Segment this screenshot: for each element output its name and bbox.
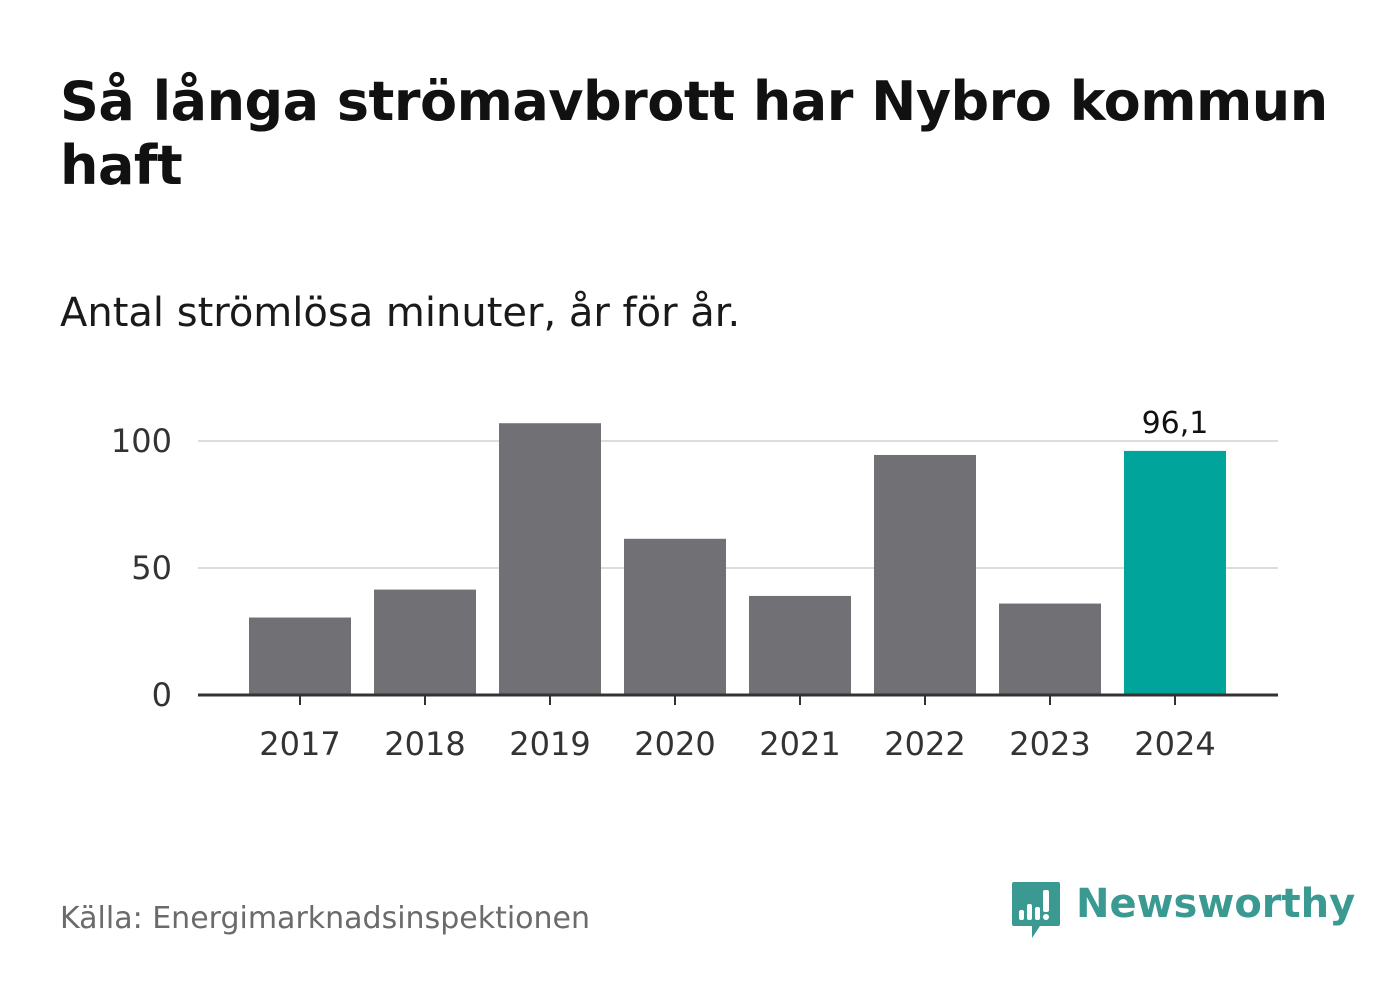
bar <box>874 454 976 695</box>
x-tick-label: 2020 <box>634 725 715 763</box>
x-tick-label: 2024 <box>1134 725 1215 763</box>
y-tick-label: 0 <box>152 676 172 714</box>
bar-chart: 0 50 100 2017 2018 2019 2020 2021 2022 2023 2024 96… <box>111 406 1278 763</box>
bar-highlight <box>1124 450 1226 695</box>
bar <box>624 538 726 695</box>
bar <box>999 603 1101 695</box>
bar <box>499 423 601 695</box>
x-tick-label: 2021 <box>759 725 840 763</box>
bar <box>249 617 351 695</box>
brand-name: Newsworthy <box>1076 881 1356 927</box>
y-tick-label: 50 <box>131 549 172 587</box>
y-tick-label: 100 <box>111 422 172 460</box>
x-tick-label: 2018 <box>384 725 465 763</box>
x-tick-label: 2019 <box>509 725 590 763</box>
chart-subtitle: Antal strömlösa minuter, år för år. <box>60 290 741 336</box>
data-label: 96,1 <box>1142 406 1209 441</box>
bar <box>749 595 851 695</box>
x-tick-label: 2023 <box>1009 725 1090 763</box>
x-tick-label: 2022 <box>884 725 965 763</box>
chart-title: Så långa strömavbrott har Nybro kommun h… <box>60 70 1328 197</box>
bar <box>374 589 476 695</box>
x-tick-label: 2017 <box>259 725 340 763</box>
source-note: Källa: Energimarknadsinspektionen <box>60 901 591 936</box>
newsworthy-logo-icon <box>1012 882 1060 938</box>
brand-logo: Newsworthy <box>1010 878 1355 942</box>
